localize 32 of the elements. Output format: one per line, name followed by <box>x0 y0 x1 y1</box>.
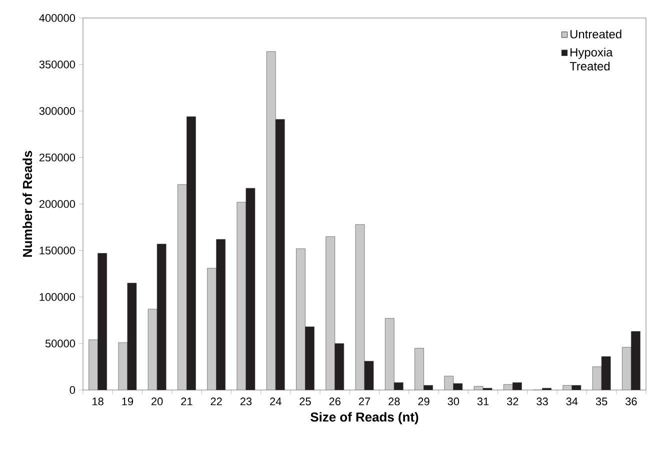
x-tick-label: 30 <box>448 398 460 406</box>
y-tick-label: 300000 <box>39 107 76 115</box>
x-tick-label: 24 <box>270 398 282 406</box>
y-tick-label: 150000 <box>40 246 76 254</box>
x-tick-label: 19 <box>122 398 134 406</box>
legend-label: Untreated <box>570 30 622 38</box>
x-axis-title: Size of Reads (nt) <box>310 412 418 424</box>
x-tick-label: 25 <box>300 398 311 406</box>
x-tick-label: 20 <box>152 398 163 406</box>
x-tick-label: 35 <box>596 398 608 406</box>
x-tick-label: 32 <box>506 398 518 406</box>
x-tick-label: 22 <box>210 398 222 406</box>
x-tick-label: 36 <box>626 398 637 406</box>
y-tick-label: 50000 <box>45 340 76 348</box>
y-tick-label: 0 <box>70 386 76 394</box>
x-tick-label: 27 <box>358 398 370 406</box>
x-tick-label: 26 <box>329 398 340 406</box>
y-tick-label: 100000 <box>40 293 76 301</box>
x-tick-label: 34 <box>566 398 578 406</box>
x-tick-label: 29 <box>418 398 430 406</box>
y-tick-label: 200000 <box>39 200 76 208</box>
x-tick-label: 33 <box>536 398 548 406</box>
legend-label: Hypoxia Treated <box>570 48 613 70</box>
x-tick-label: 21 <box>181 398 192 406</box>
x-tick-label: 23 <box>240 398 252 406</box>
x-tick-label: 28 <box>388 398 400 406</box>
y-tick-label: 250000 <box>39 154 76 162</box>
x-tick-label: 18 <box>92 398 104 406</box>
y-tick-label: 400000 <box>39 14 76 22</box>
y-axis-title: Number of Reads <box>22 150 32 257</box>
y-tick-label: 350000 <box>39 60 76 68</box>
x-tick-label: 31 <box>477 398 489 406</box>
